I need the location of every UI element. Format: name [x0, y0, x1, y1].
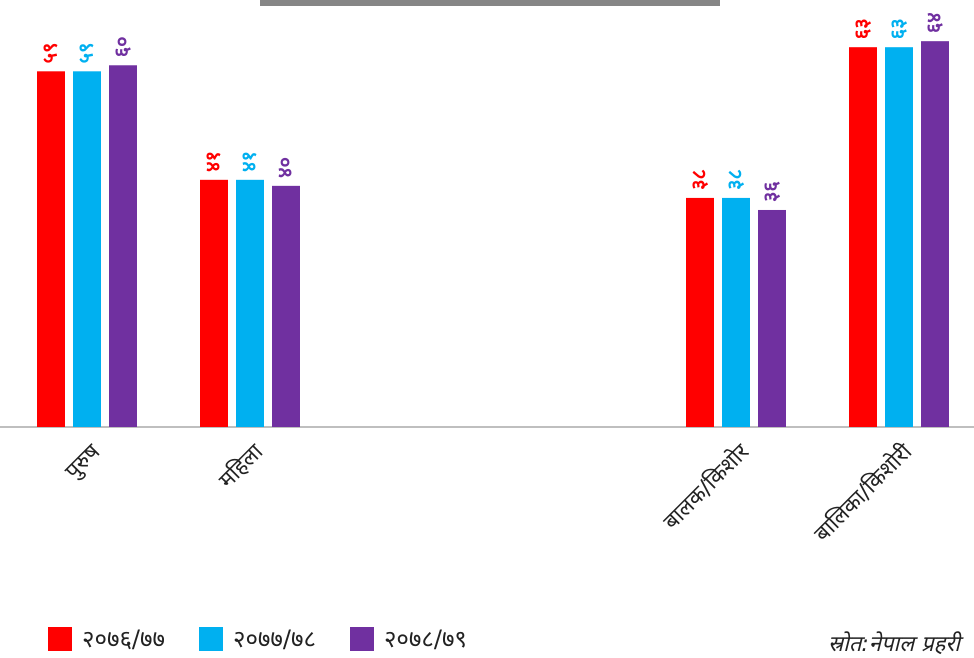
bar-4-series-1	[686, 197, 714, 427]
legend-swatch-1	[48, 626, 72, 651]
data-label-4-series-1: ३८	[687, 169, 711, 190]
legend-item-3: २०७८/७९	[349, 622, 467, 655]
chart-svg: ५९ ५९ ६० पुरुष ४१ ४१ ४० महिला ३८ ३८ ३६ बालक/किशोर ६३…	[0, 12, 974, 547]
legend-item-1: २०७६/७७	[48, 622, 165, 655]
bar-4-series-2	[722, 197, 750, 427]
data-label-2-series-1: ४१	[201, 151, 225, 172]
data-label-1-series-3: ६०	[110, 36, 134, 57]
legend-item-2: २०७७/७८	[198, 622, 316, 655]
legend-swatch-3	[349, 626, 374, 651]
bar-5-series-2	[885, 47, 913, 427]
data-label-2-series-3: ४०	[273, 157, 297, 178]
bar-2-series-2	[236, 179, 264, 427]
x-tick-label-5: बालिका/किशोरी	[809, 439, 917, 547]
data-label-5-series-3: ६४	[922, 12, 946, 33]
x-tick-label-4: बालक/किशोर	[658, 438, 755, 535]
legend-swatch-2	[198, 626, 223, 651]
bar-1-series-2	[73, 71, 101, 428]
bar-1-series-1	[37, 71, 65, 428]
x-tick-label-2: महिला	[214, 439, 269, 494]
data-label-4-series-2: ३८	[723, 169, 747, 190]
bar-2-series-1	[200, 179, 228, 427]
data-label-5-series-1: ६३	[850, 18, 874, 39]
x-tick-label-1: पुरुष	[60, 439, 106, 485]
data-label-2-series-2: ४१	[237, 151, 261, 172]
legend-label-3: २०७८/७९	[383, 625, 467, 653]
bar-5-series-3	[921, 41, 949, 428]
bar-5-series-1	[849, 47, 877, 427]
data-label-1-series-1: ५९	[38, 43, 62, 64]
legend: २०७६/७७ २०७७/७८ २०७८/७९	[48, 622, 467, 655]
data-label-5-series-2: ६३	[886, 18, 910, 39]
data-label-4-series-3: ३६	[759, 181, 783, 202]
legend-label-2: २०७७/७८	[232, 625, 316, 653]
bar-4-series-3	[758, 209, 786, 427]
source-note: स्रोत:नेपाल प्रहरी	[828, 632, 960, 657]
data-label-1-series-2: ५९	[74, 43, 98, 64]
legend-label-1: २०७६/७७	[82, 625, 165, 653]
bar-1-series-3	[109, 65, 137, 428]
bar-2-series-3	[272, 185, 300, 427]
chart-title-strip	[260, 0, 720, 6]
